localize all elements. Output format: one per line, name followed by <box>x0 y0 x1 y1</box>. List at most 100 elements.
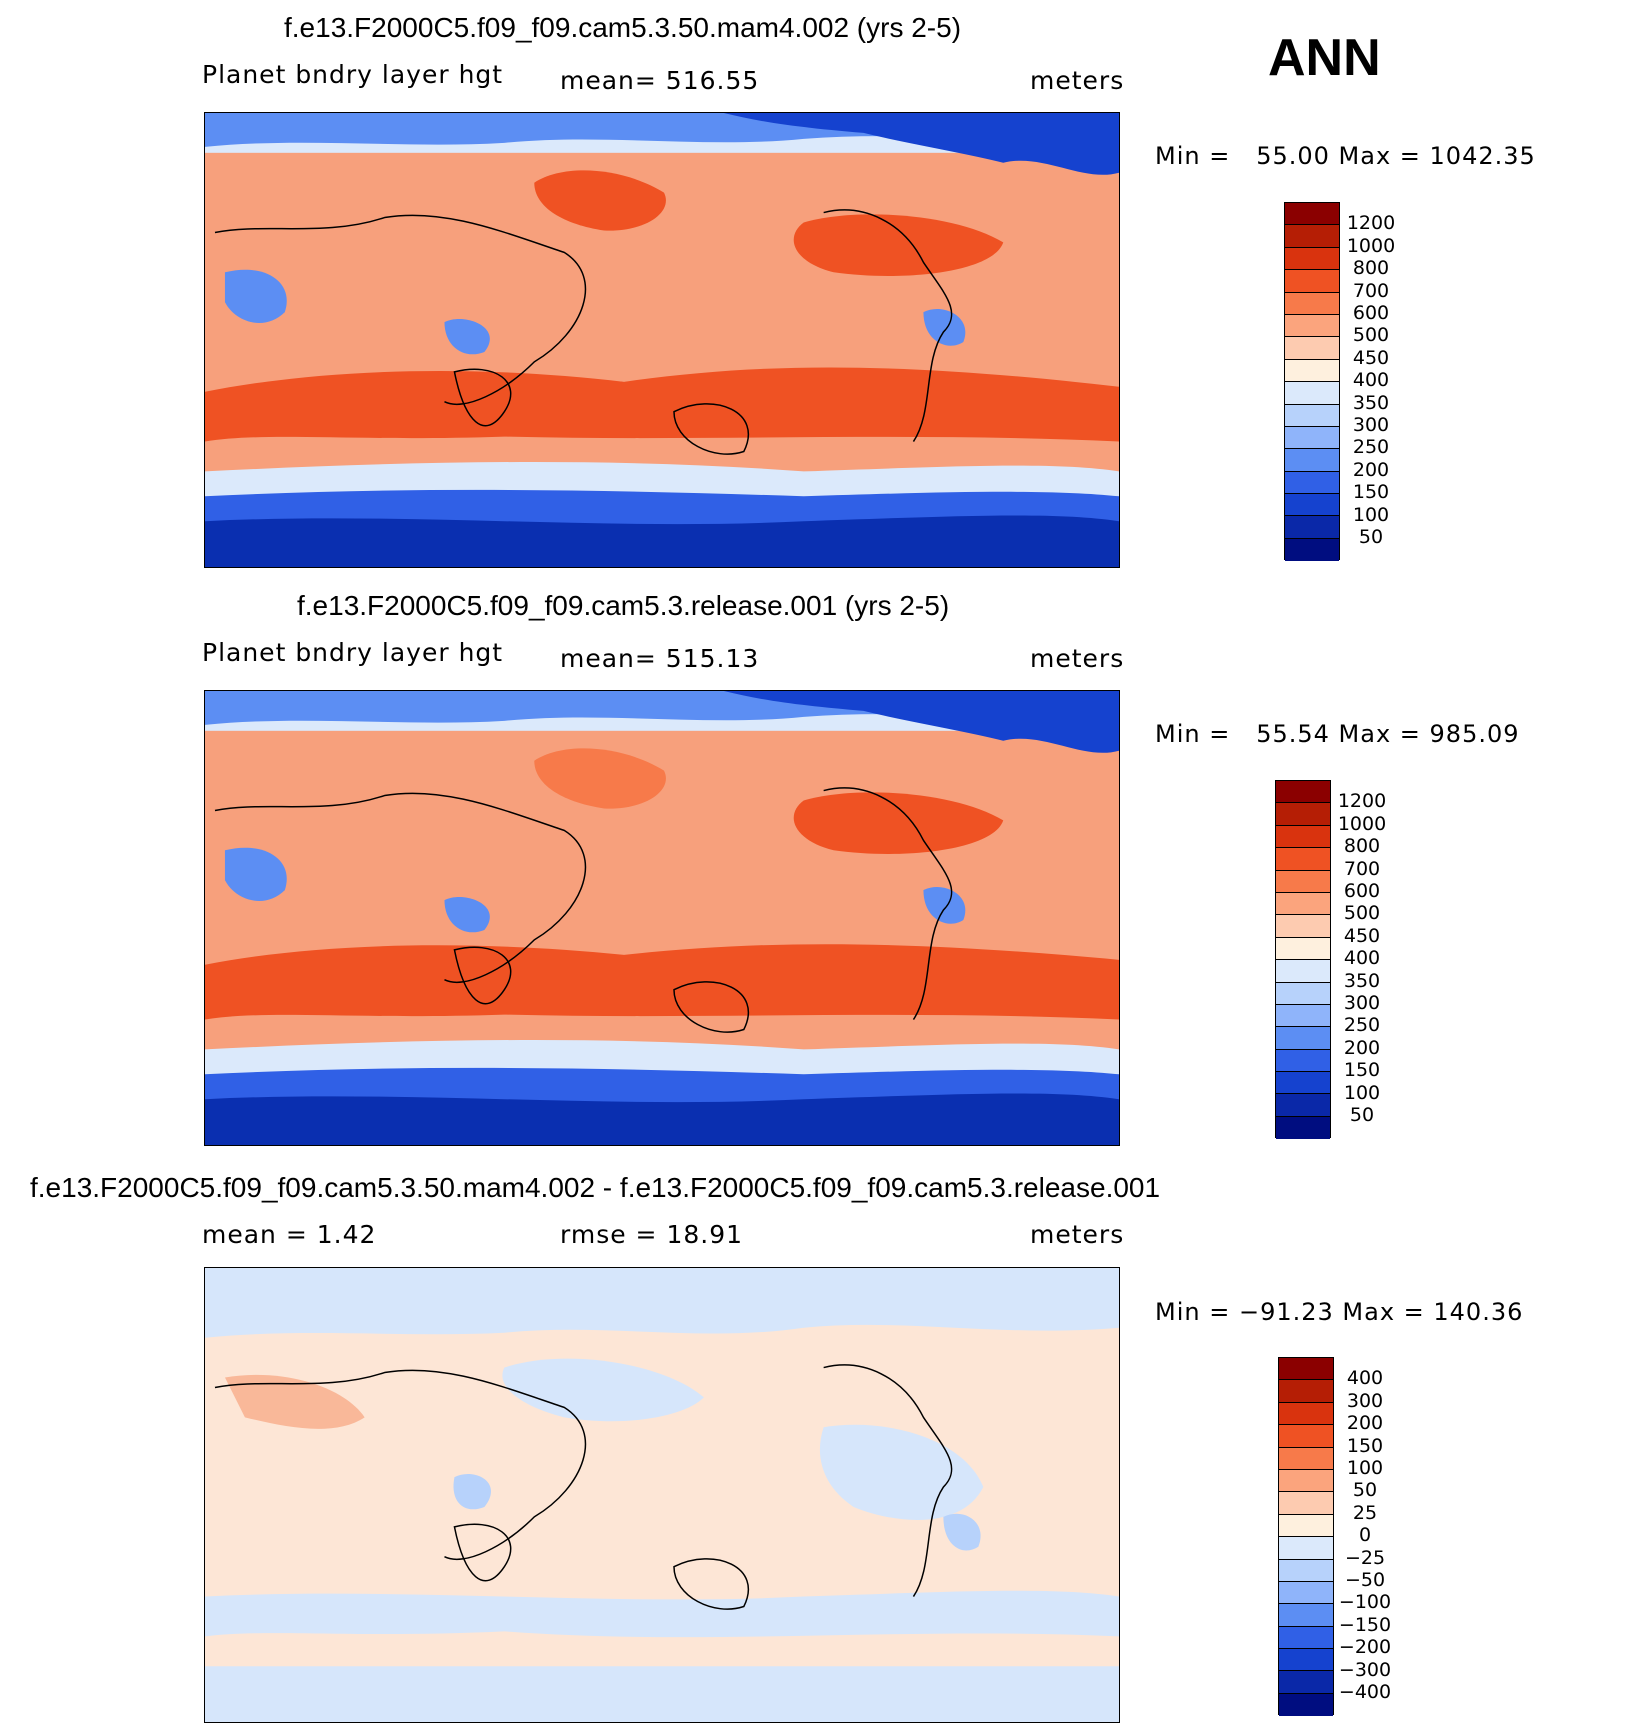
panel-3-title: f.e13.F2000C5.f09_f09.cam5.3.50.mam4.002… <box>30 1172 1161 1203</box>
colorbar-label: −50 <box>1344 1569 1386 1591</box>
panel-1-field <box>205 113 1119 567</box>
colorbar-label: 200 <box>1352 458 1390 481</box>
colorbar-label: −300 <box>1338 1658 1392 1681</box>
colorbar-label: 400 <box>1346 1367 1384 1390</box>
colorbar-label: −25 <box>1344 1546 1386 1569</box>
colorbar-swatch <box>1279 1447 1333 1470</box>
colorbar-swatch <box>1279 1604 1333 1627</box>
colorbar-swatch <box>1279 1425 1333 1448</box>
colorbar-swatch <box>1276 1027 1330 1050</box>
colorbar-label: 50 <box>1352 1479 1378 1502</box>
colorbar-swatch <box>1279 1649 1333 1672</box>
colorbar-swatch <box>1285 314 1339 338</box>
colorbar-swatch <box>1285 516 1339 539</box>
panel-2-variable: Planet bndry layer hgt <box>202 638 504 667</box>
colorbar-label: 50 <box>1358 526 1384 548</box>
colorbar-swatch <box>1285 449 1339 472</box>
colorbar-swatch <box>1276 892 1330 916</box>
panel-1-mean: mean= 516.55 <box>560 66 760 95</box>
colorbar-swatch <box>1285 494 1339 517</box>
colorbar-label: 250 <box>1343 1014 1381 1037</box>
colorbar-swatch <box>1279 1402 1333 1426</box>
colorbar-swatch <box>1285 538 1339 562</box>
panel-3-colorbar <box>1278 1357 1334 1717</box>
panel-1-units: meters <box>1030 66 1125 95</box>
colorbar-swatch <box>1276 781 1330 804</box>
colorbar-label: 150 <box>1352 481 1390 504</box>
colorbar-swatch <box>1285 337 1339 360</box>
colorbar-swatch <box>1276 1004 1330 1028</box>
colorbar-label: 500 <box>1343 902 1381 925</box>
colorbar-label: 100 <box>1352 503 1390 526</box>
colorbar-swatch <box>1285 292 1339 315</box>
panel-2-field <box>205 691 1119 1145</box>
colorbar-label: 200 <box>1346 1412 1384 1435</box>
colorbar-swatch <box>1285 225 1339 248</box>
colorbar-label: 100 <box>1346 1457 1384 1479</box>
colorbar-swatch <box>1276 1116 1330 1140</box>
colorbar-swatch <box>1279 1581 1333 1605</box>
colorbar-swatch <box>1276 848 1330 871</box>
colorbar-swatch <box>1279 1693 1333 1717</box>
colorbar-swatch <box>1285 404 1339 427</box>
colorbar-swatch <box>1279 1358 1333 1381</box>
colorbar-label: −400 <box>1338 1681 1392 1703</box>
panel-3-map <box>204 1267 1120 1723</box>
colorbar-swatch <box>1285 247 1339 271</box>
colorbar-label: 200 <box>1343 1036 1381 1059</box>
panel-2-colorbar <box>1275 780 1331 1140</box>
colorbar-swatch <box>1285 203 1339 226</box>
colorbar-swatch <box>1276 937 1330 961</box>
colorbar-label: 1200 <box>1346 212 1396 235</box>
panel-1-minmax: Min = 55.00 Max = 1042.35 <box>1155 142 1536 170</box>
panel-1-map <box>204 112 1120 568</box>
panel-1-colorbar <box>1284 202 1340 562</box>
colorbar-swatch <box>1276 1072 1330 1095</box>
panel-3-rmse: rmse = 18.91 <box>560 1220 744 1249</box>
colorbar-label: 800 <box>1343 835 1381 858</box>
colorbar-swatch <box>1285 471 1339 495</box>
panel-2-mean: mean= 515.13 <box>560 644 760 673</box>
colorbar-label: 300 <box>1343 992 1381 1014</box>
colorbar-label: 350 <box>1352 391 1390 414</box>
colorbar-swatch <box>1279 1514 1333 1538</box>
colorbar-swatch <box>1279 1469 1333 1493</box>
colorbar-swatch <box>1285 359 1339 383</box>
season-label: ANN <box>1268 29 1381 87</box>
colorbar-label: 1200 <box>1337 790 1387 813</box>
panel-3-field <box>205 1268 1119 1722</box>
colorbar-swatch <box>1285 382 1339 405</box>
colorbar-label: −100 <box>1338 1591 1392 1614</box>
colorbar-label: 450 <box>1352 346 1390 369</box>
colorbar-label: 500 <box>1352 324 1390 347</box>
colorbar-label: 50 <box>1349 1104 1375 1126</box>
colorbar-label: 300 <box>1352 414 1390 436</box>
panel-3-minmax: Min = −91.23 Max = 140.36 <box>1155 1298 1524 1326</box>
colorbar-label: 0 <box>1358 1524 1372 1547</box>
colorbar-label: 400 <box>1343 947 1381 970</box>
colorbar-swatch <box>1276 1094 1330 1117</box>
colorbar-swatch <box>1279 1559 1333 1582</box>
colorbar-label: −150 <box>1338 1613 1392 1636</box>
panel-3-mean: mean = 1.42 <box>202 1220 377 1249</box>
colorbar-label: 150 <box>1346 1434 1384 1457</box>
colorbar-swatch <box>1276 960 1330 983</box>
colorbar-swatch <box>1285 270 1339 293</box>
colorbar-label: 300 <box>1346 1389 1384 1412</box>
colorbar-swatch <box>1276 915 1330 938</box>
panel-3-units: meters <box>1030 1220 1125 1249</box>
colorbar-label: 1000 <box>1337 812 1387 835</box>
colorbar-swatch <box>1276 803 1330 826</box>
colorbar-label: 25 <box>1352 1501 1378 1524</box>
colorbar-label: 700 <box>1343 857 1381 880</box>
colorbar-label: 250 <box>1352 436 1390 459</box>
colorbar-swatch <box>1279 1537 1333 1560</box>
colorbar-label: 1000 <box>1346 234 1396 257</box>
colorbar-swatch <box>1279 1626 1333 1650</box>
panel-1-variable: Planet bndry layer hgt <box>202 60 504 89</box>
colorbar-label: −200 <box>1338 1636 1392 1659</box>
colorbar-swatch <box>1279 1380 1333 1403</box>
colorbar-label: 350 <box>1343 969 1381 992</box>
panel-1-title: f.e13.F2000C5.f09_f09.cam5.3.50.mam4.002… <box>284 12 962 43</box>
colorbar-label: 700 <box>1352 279 1390 302</box>
